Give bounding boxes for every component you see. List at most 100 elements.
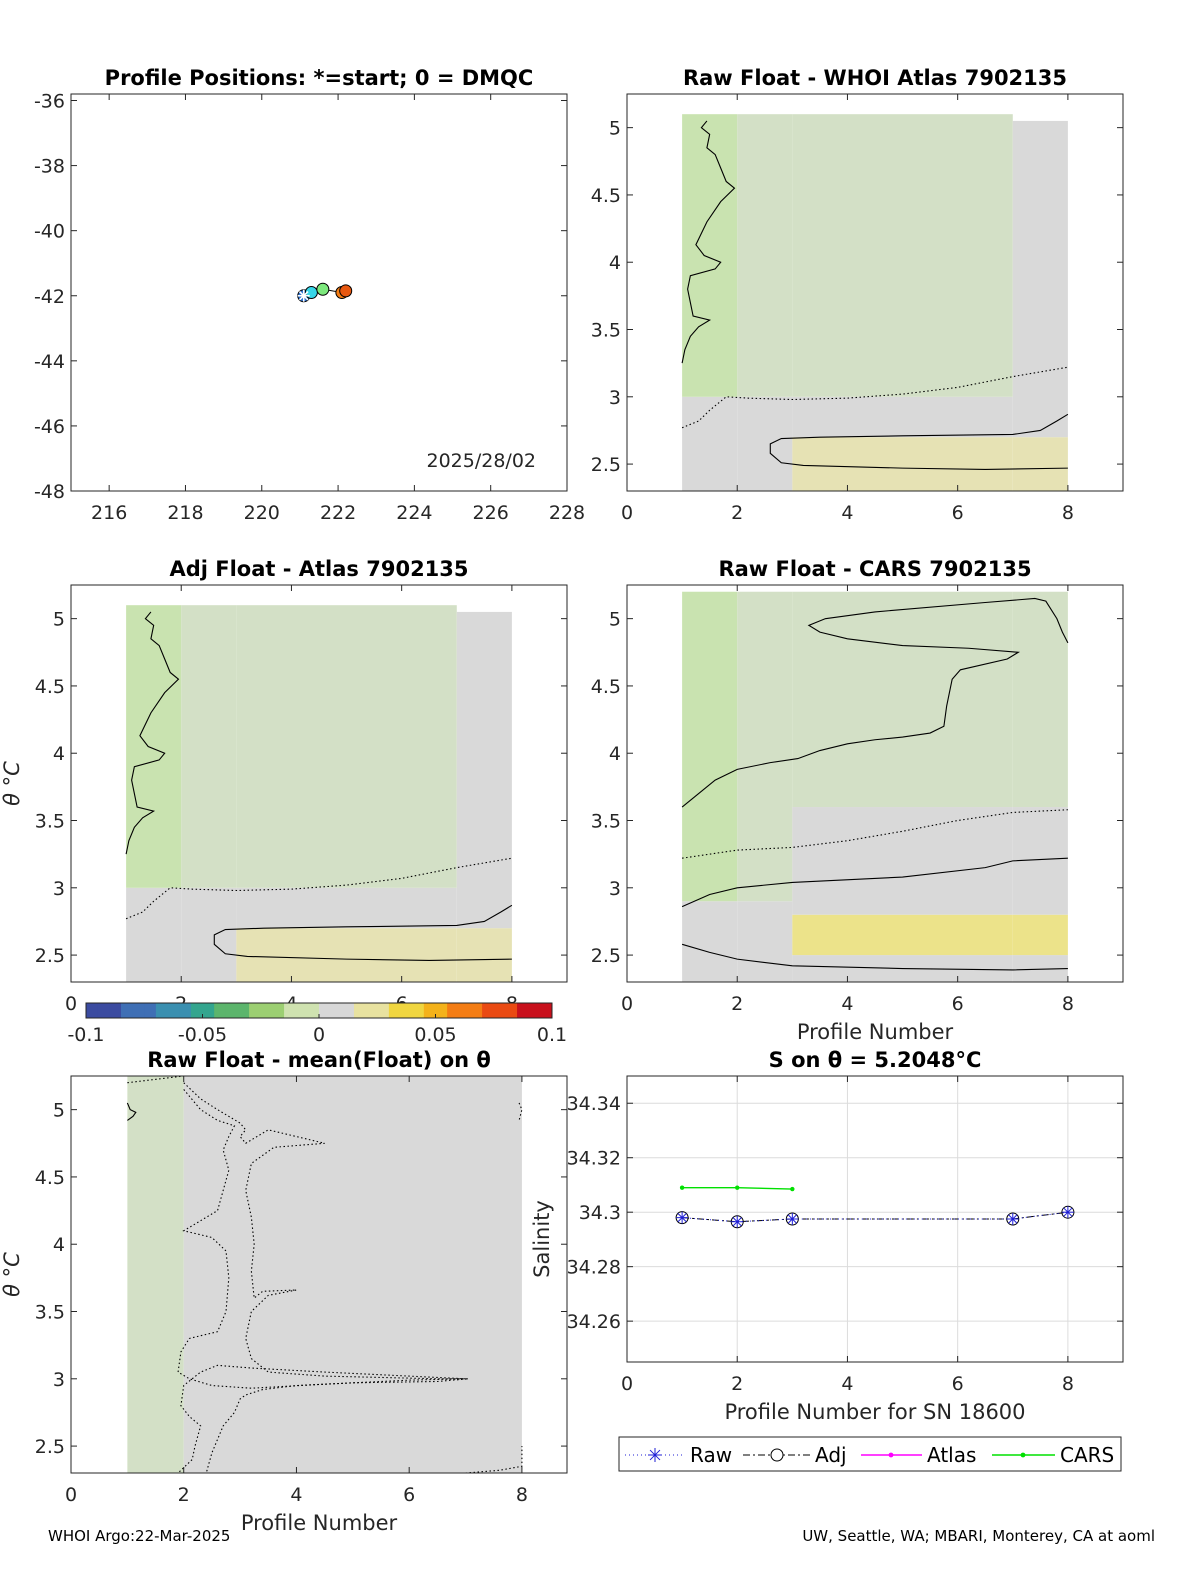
y-tick-label: 3.5 bbox=[591, 320, 621, 342]
contour-line bbox=[465, 1446, 523, 1474]
heatmap-cell bbox=[183, 1076, 522, 1473]
colorbar-segment bbox=[319, 1003, 332, 1018]
x-tick-label: 0 bbox=[621, 1373, 633, 1395]
x-tick-label: 0 bbox=[65, 1484, 77, 1506]
axes-frame bbox=[626, 584, 1124, 983]
legend-frame bbox=[618, 1436, 1122, 1472]
heatmap-cell bbox=[682, 396, 738, 491]
heatmap-cell bbox=[126, 605, 182, 888]
y-tick-label: 4 bbox=[53, 743, 65, 765]
contour-line bbox=[177, 1089, 466, 1474]
chart-title: S on θ = 5.2048°C bbox=[769, 1048, 982, 1072]
heatmap-cell bbox=[1012, 120, 1068, 438]
x-tick-label: 4 bbox=[841, 502, 853, 524]
y-tick-label: 4.5 bbox=[591, 185, 621, 207]
colorbar-segment bbox=[307, 1003, 320, 1018]
y-tick-label: -40 bbox=[34, 221, 65, 243]
colorbar-segment bbox=[132, 1003, 145, 1018]
contour-line bbox=[681, 597, 1069, 808]
legend-raw-label: Raw bbox=[690, 1443, 732, 1467]
y-tick-label: 4.5 bbox=[35, 1167, 65, 1189]
raw-star-stroke bbox=[677, 1213, 687, 1223]
x-tick-label: 228 bbox=[549, 502, 585, 524]
heatmap-cell bbox=[792, 807, 1013, 915]
series-raw-point bbox=[1061, 1206, 1074, 1219]
series-raw-point bbox=[1006, 1213, 1019, 1225]
y-tick-label: 2.5 bbox=[591, 454, 621, 476]
x-tick-label: 8 bbox=[1062, 993, 1074, 1015]
y-tick-label: 3.5 bbox=[35, 1302, 65, 1324]
colorbar-segment bbox=[295, 1003, 308, 1018]
heatmap-cell bbox=[682, 901, 738, 982]
start-marker-stroke bbox=[298, 290, 309, 301]
colorbar-segment bbox=[237, 1003, 250, 1018]
colorbar-segment bbox=[179, 1003, 192, 1018]
series-cars-point bbox=[790, 1186, 795, 1192]
x-tick-label: 2 bbox=[731, 1373, 743, 1395]
heatmap-cell bbox=[792, 396, 1013, 438]
y-tick-label: 2.5 bbox=[35, 945, 65, 967]
contour-line bbox=[681, 857, 1068, 908]
heatmap-cell bbox=[682, 591, 738, 902]
colorbar-segment bbox=[528, 1003, 541, 1018]
colorbar-segment bbox=[97, 1003, 110, 1018]
contour-line bbox=[213, 904, 513, 962]
x-tick-label: 222 bbox=[320, 502, 356, 524]
colorbar-segment bbox=[167, 1003, 180, 1018]
colorbar-tick-label: -0.05 bbox=[178, 1024, 227, 1046]
x-tick-label: 4 bbox=[841, 1373, 853, 1395]
colorbar-segment bbox=[388, 1003, 402, 1018]
contour-line bbox=[682, 809, 1068, 859]
colorbar-segment bbox=[400, 1003, 413, 1018]
series-raw-point bbox=[786, 1213, 799, 1225]
contour-line bbox=[127, 1075, 184, 1084]
y-tick-label: 5 bbox=[609, 609, 621, 631]
colorbar-segment bbox=[155, 1003, 169, 1018]
heatmap-cell bbox=[737, 396, 793, 491]
raw-star-stroke bbox=[732, 1217, 742, 1227]
legend-raw-marker bbox=[648, 1448, 662, 1462]
heatmap-cell bbox=[1012, 437, 1068, 491]
contour-line bbox=[681, 943, 1068, 971]
y-tick-label: 5 bbox=[53, 609, 65, 631]
x-axis-label: Profile Number bbox=[241, 1511, 398, 1535]
x-tick-label: 224 bbox=[396, 502, 432, 524]
colorbar-segment bbox=[190, 1003, 203, 1018]
colorbar-segment bbox=[249, 1003, 262, 1018]
legend-atlas-label: Atlas bbox=[927, 1443, 976, 1467]
colorbar-segment bbox=[214, 1003, 227, 1018]
heatmap-cell bbox=[181, 887, 237, 982]
y-tick-label: -46 bbox=[34, 416, 65, 438]
y-tick-label: 4 bbox=[53, 1234, 65, 1256]
x-tick-label: 2 bbox=[731, 502, 743, 524]
heatmap-cell bbox=[792, 591, 1013, 808]
x-tick-label: 8 bbox=[516, 1484, 528, 1506]
chart-raw_cars: 0 2 4 6 8 5 4.5 4 3.5 3 2.5 Raw Float - CARS 790213… bbox=[591, 557, 1124, 1044]
heatmap-cell bbox=[236, 928, 457, 982]
chart-title: Profile Positions: *=start; 0 = DMQC bbox=[105, 66, 534, 90]
y-axis-label: θ °C bbox=[0, 1252, 24, 1297]
colorbar-segment bbox=[482, 1003, 495, 1018]
series-cars-point bbox=[679, 1185, 685, 1190]
contour-line bbox=[125, 611, 180, 855]
y-tick-label: 34.32 bbox=[567, 1148, 621, 1170]
y-tick-label: 34.34 bbox=[567, 1093, 621, 1115]
x-tick-label: 2 bbox=[178, 1484, 190, 1506]
y-tick-label: 5 bbox=[53, 1100, 65, 1122]
colorbar-segment bbox=[458, 1003, 471, 1018]
y-tick-label: -36 bbox=[34, 91, 65, 113]
heatmap-cell bbox=[737, 901, 793, 982]
raw-star-stroke bbox=[1063, 1207, 1073, 1217]
x-tick-label: 218 bbox=[167, 502, 203, 524]
colorbar-segment bbox=[330, 1003, 343, 1018]
colorbar-segment bbox=[365, 1003, 378, 1018]
contour-line bbox=[126, 1102, 137, 1121]
contour-line bbox=[125, 857, 512, 920]
contour-line bbox=[681, 120, 736, 364]
x-tick-label: 8 bbox=[1062, 502, 1074, 524]
y-tick-label: 3 bbox=[609, 387, 621, 409]
contour-line bbox=[183, 1082, 469, 1474]
x-tick-label: 226 bbox=[473, 502, 509, 524]
series-raw-point bbox=[731, 1215, 744, 1228]
